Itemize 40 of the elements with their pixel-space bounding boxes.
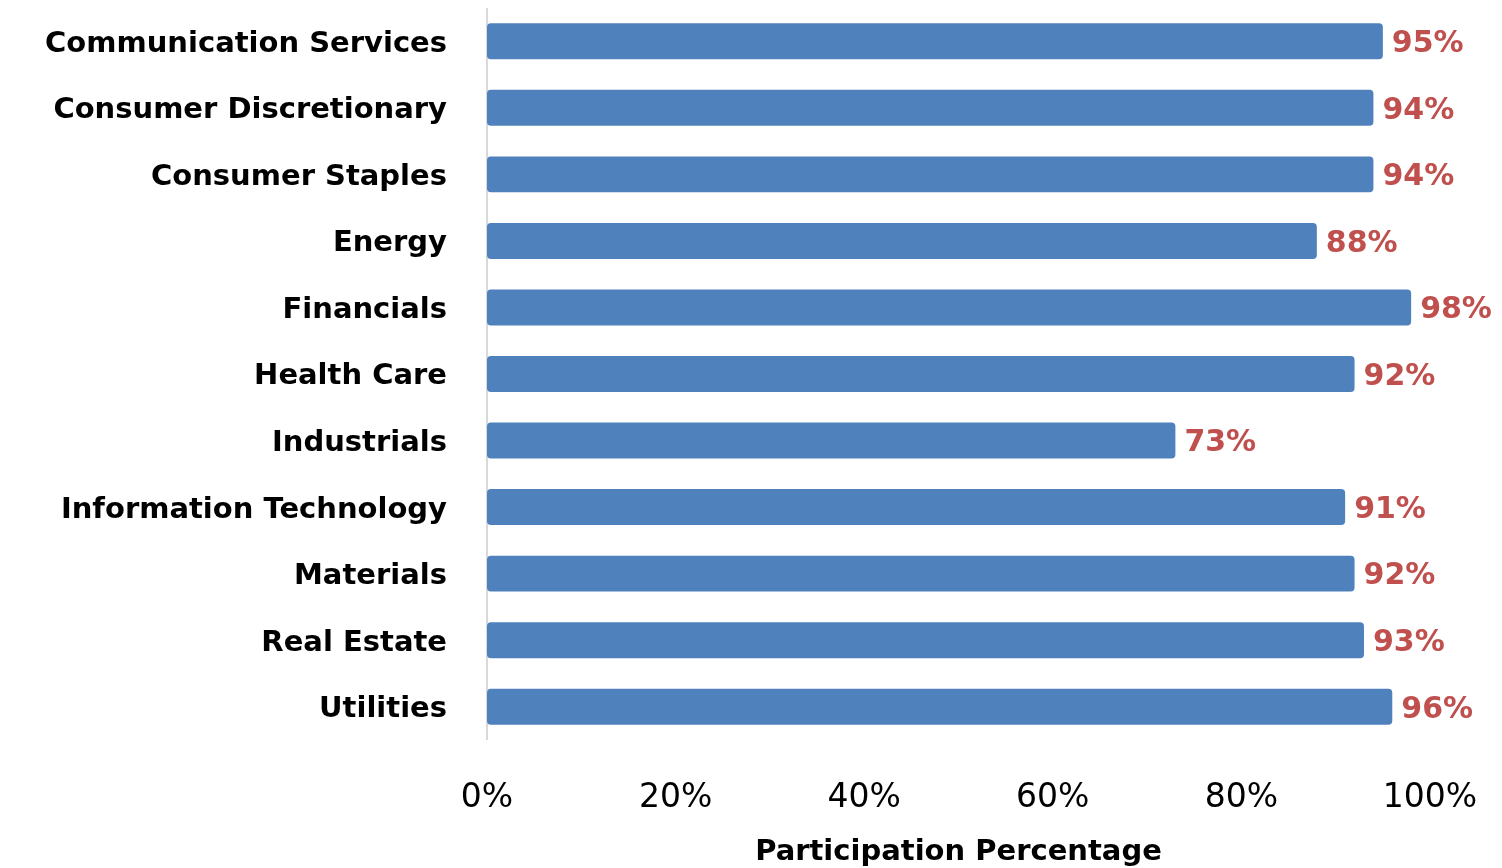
y-tick-label: Health Care: [254, 357, 447, 392]
bar: [487, 555, 1355, 592]
data-label: 94%: [1382, 90, 1455, 126]
bar: [487, 156, 1374, 193]
data-label: 96%: [1401, 689, 1474, 725]
x-tick-label: 0%: [460, 775, 514, 815]
y-tick-label: Consumer Discretionary: [53, 91, 448, 126]
x-tick-label: 20%: [638, 775, 713, 815]
bar: [487, 489, 1346, 526]
data-label: 92%: [1363, 356, 1436, 392]
x-tick-label: 80%: [1204, 775, 1279, 815]
y-tick-label: Materials: [294, 557, 447, 592]
data-label: 92%: [1363, 556, 1436, 592]
y-tick-label: Communication Services: [45, 24, 447, 59]
y-tick-label: Energy: [332, 224, 448, 259]
y-tick-label: Consumer Staples: [151, 157, 447, 192]
y-tick-label: Information Technology: [60, 490, 448, 525]
bar: [487, 222, 1317, 259]
data-label: 73%: [1184, 423, 1257, 459]
data-label: 91%: [1354, 489, 1426, 525]
x-tick-label: 60%: [1016, 775, 1090, 815]
x-tick-label: 100%: [1382, 775, 1478, 815]
x-tick-label: 40%: [827, 775, 901, 815]
data-label: 98%: [1420, 290, 1492, 326]
y-tick-label: Industrials: [272, 423, 447, 458]
y-tick-label: Utilities: [319, 690, 447, 725]
bar: [487, 356, 1355, 392]
x-axis-title: Participation Percentage: [755, 833, 1162, 868]
data-label: 93%: [1372, 622, 1445, 658]
bar: [487, 422, 1176, 459]
bar: [487, 688, 1393, 725]
y-tick-label: Financials: [282, 290, 447, 325]
data-label: 95%: [1391, 24, 1464, 60]
bar: [487, 622, 1364, 659]
bar: [487, 23, 1383, 60]
y-tick-label: Real Estate: [261, 623, 447, 658]
bar: [487, 289, 1412, 326]
bar: [487, 89, 1374, 126]
data-label: 88%: [1325, 223, 1398, 259]
data-label: 94%: [1382, 157, 1455, 193]
